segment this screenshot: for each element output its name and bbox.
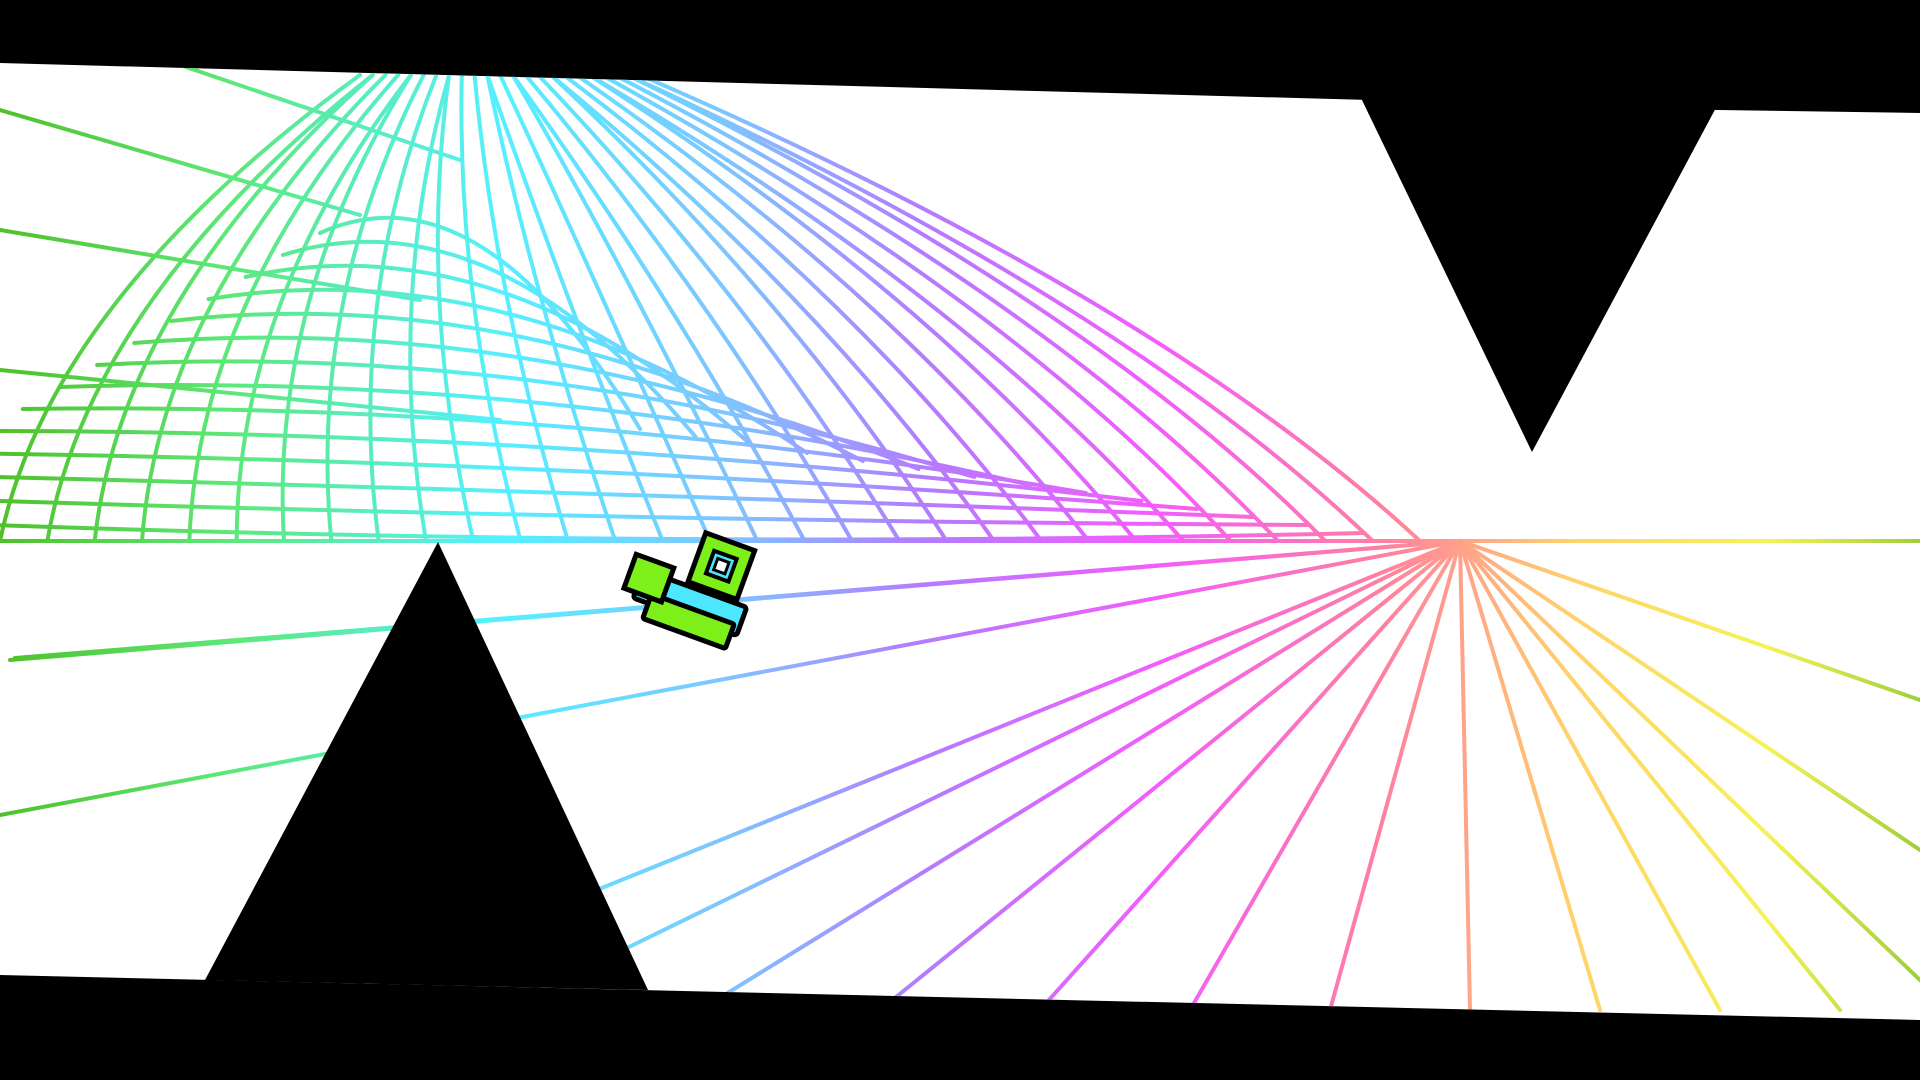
grid-floor-line	[1038, 539, 1462, 1012]
grid-funnel-rib	[0, 73, 362, 543]
grid-funnel-rib	[187, 73, 401, 543]
grid-funnel-rib	[574, 73, 1091, 543]
grid-funnel-rib	[510, 73, 807, 543]
grid-funnel-ring	[58, 383, 1032, 487]
grid-funnel-rib	[472, 73, 570, 543]
grid-funnel-rib	[280, 73, 413, 543]
grid-funnel-rib	[612, 73, 1280, 543]
grid-funnel-ring	[280, 239, 698, 439]
grid-funnel-ring	[132, 335, 921, 471]
grid-wall-line	[0, 108, 362, 217]
grid-funnel-ring	[206, 287, 810, 455]
grid-funnel-rib	[625, 73, 1375, 543]
grid-funnel-rib	[587, 73, 1138, 543]
grid-floor-line	[1328, 539, 1462, 1012]
grid-funnel-rib	[587, 73, 1186, 543]
grid-floor-line	[1458, 539, 1722, 1012]
player-ship	[620, 529, 758, 651]
grid-funnel-rib	[408, 73, 452, 543]
grid-funnel-rib	[510, 73, 760, 543]
ship-bottom	[640, 592, 737, 651]
grid-floor-line	[498, 539, 1462, 1012]
grid-floor-line	[1458, 539, 1920, 982]
grid-wall-line	[178, 63, 462, 162]
grid-funnel-ring	[0, 495, 1311, 527]
grid-floor-line	[1458, 539, 1842, 1012]
grid-funnel-ring	[0, 451, 1200, 511]
grid-floor-line	[1458, 539, 1602, 1012]
grid-funnel-ring	[0, 429, 1144, 503]
grid-funnel-ring	[0, 517, 1367, 542]
grid-floor-line	[1458, 539, 1920, 702]
grid-wall-line	[0, 228, 422, 302]
grid-wall-line	[0, 368, 502, 422]
grid-funnel-rib	[45, 73, 375, 543]
grid-floor-line	[0, 539, 1462, 817]
grid-floor-line	[878, 539, 1462, 1012]
grid-funnel-rib	[92, 73, 375, 543]
grid-floor-line	[1458, 539, 1920, 852]
grid-floor-line	[1458, 539, 1472, 1012]
grid-funnel-rib	[368, 73, 439, 543]
grid-funnel-ring	[318, 215, 642, 431]
grid-funnel-rib	[140, 73, 388, 543]
ceiling-spike	[1360, 96, 1718, 452]
grid-funnel-rib	[548, 73, 996, 543]
grid-funnel-rib	[599, 73, 1233, 543]
grid-funnel-ring	[243, 263, 754, 447]
grid-funnel-rib	[435, 73, 476, 543]
grid-funnel-rib	[485, 73, 618, 543]
grid-funnel-ring	[169, 311, 865, 463]
grid-funnel-rib	[536, 73, 902, 543]
grid-funnel-rib	[561, 73, 1044, 543]
grid-funnel-rib	[523, 73, 854, 543]
grid-floor-line	[698, 539, 1462, 1012]
grid-funnel-rib	[234, 73, 413, 543]
ship-wing	[620, 551, 678, 606]
grid-funnel-ring	[20, 406, 1088, 495]
grid-funnel-rib	[638, 73, 1422, 543]
neon-grid-background	[0, 63, 1920, 1012]
grid-floor-line	[1188, 539, 1462, 1012]
grid-funnel-ring	[0, 473, 1255, 519]
floor-spike	[205, 542, 648, 990]
cube-rider-core	[711, 556, 731, 576]
grid-funnel-rib	[625, 73, 1328, 543]
